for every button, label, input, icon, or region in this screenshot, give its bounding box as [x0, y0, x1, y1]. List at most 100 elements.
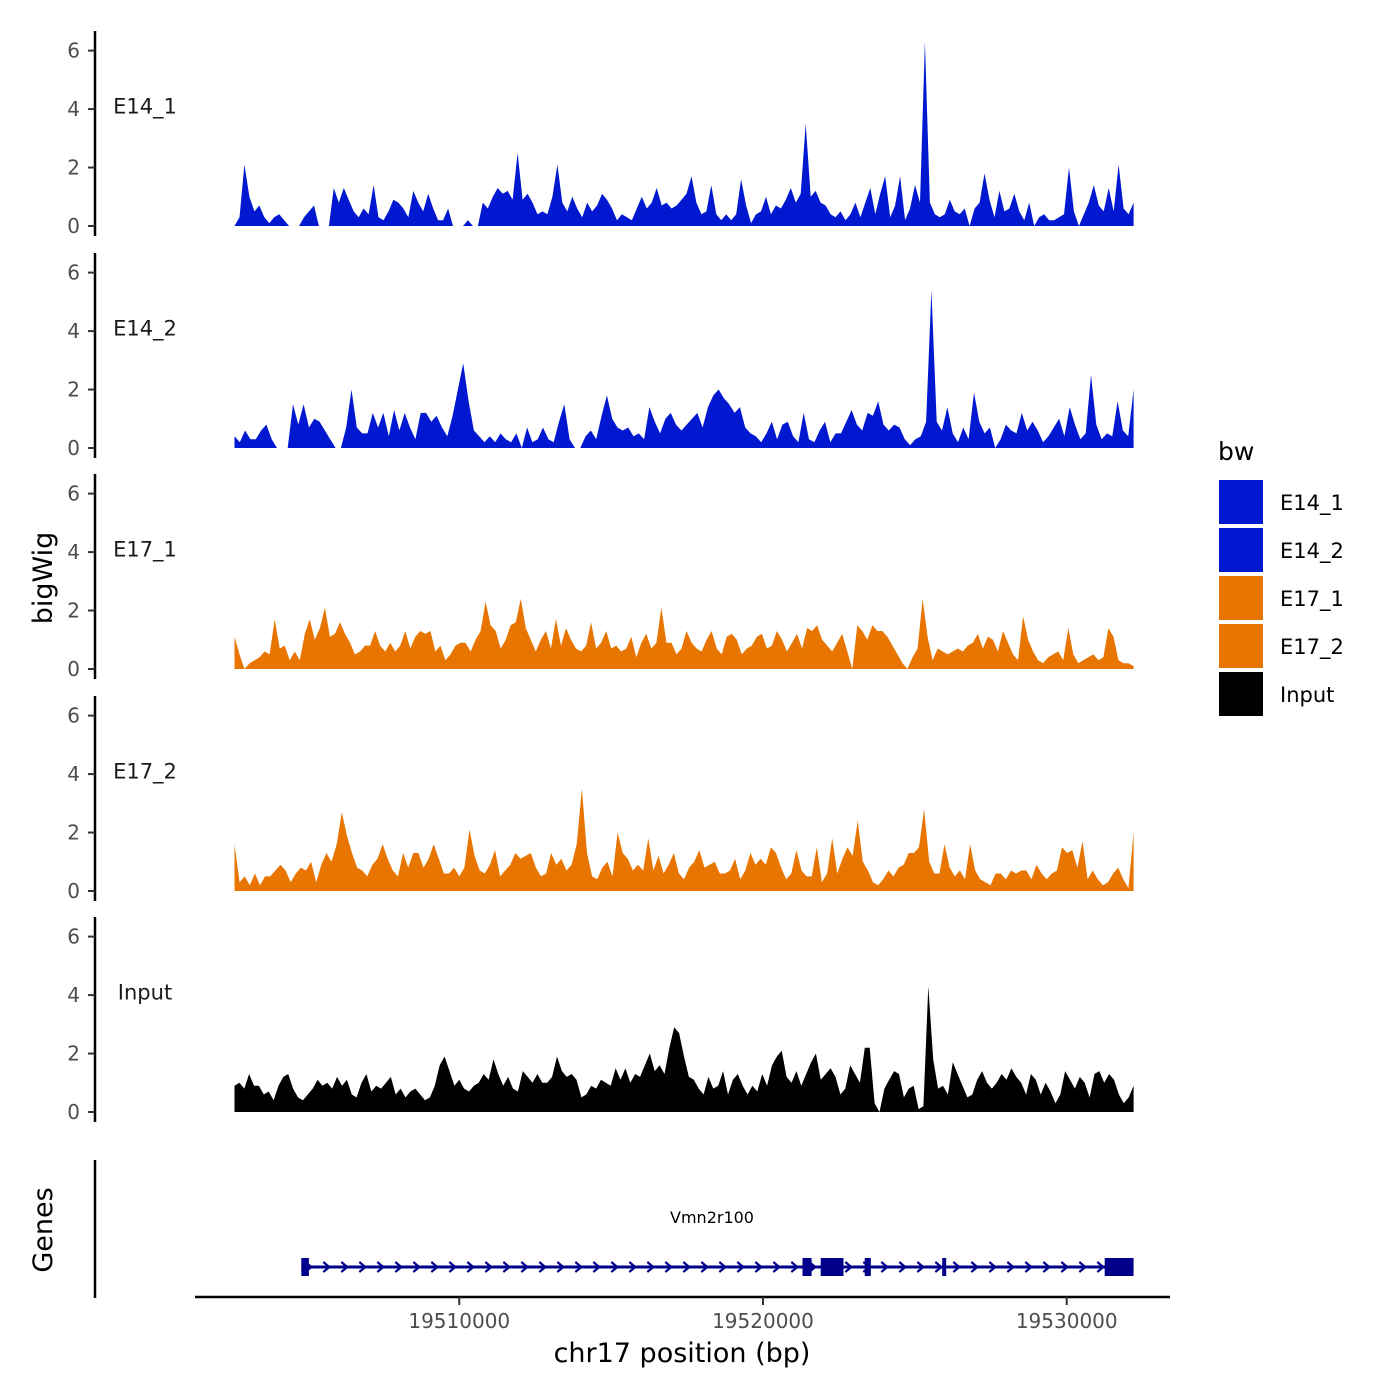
strand-arrow-icon	[898, 1261, 908, 1273]
y-tick-label: 0	[67, 657, 80, 681]
strand-arrow-icon	[556, 1261, 566, 1273]
strand-arrow-icon	[790, 1261, 800, 1273]
signal-area	[234, 41, 1134, 226]
gene-exon	[942, 1258, 947, 1276]
y-tick-label: 6	[67, 925, 80, 949]
strand-arrow-icon	[970, 1261, 980, 1273]
strand-arrow-icon	[1024, 1261, 1034, 1273]
strand-arrow-icon	[988, 1261, 998, 1273]
y-tick-label: 0	[67, 214, 80, 238]
legend-swatch	[1219, 480, 1263, 524]
y-tick-label: 2	[67, 1042, 80, 1066]
strand-arrow-icon	[412, 1261, 422, 1273]
signal-area	[234, 290, 1134, 448]
y-tick-label: 0	[67, 879, 80, 903]
strand-arrow-icon	[844, 1261, 854, 1273]
strand-arrow-icon	[880, 1261, 890, 1273]
strand-arrow-icon	[1078, 1261, 1088, 1273]
strand-arrow-icon	[664, 1261, 674, 1273]
strand-arrow-icon	[340, 1261, 350, 1273]
strand-arrow-icon	[916, 1261, 926, 1273]
strand-arrow-icon	[466, 1261, 476, 1273]
strand-arrow-icon	[376, 1261, 386, 1273]
track-label: E17_2	[113, 760, 177, 785]
y-tick-label: 2	[67, 156, 80, 180]
strand-arrow-icon	[934, 1261, 944, 1273]
legend-label: E14_1	[1280, 491, 1344, 516]
gene-exon	[301, 1258, 309, 1276]
y-tick-label: 2	[67, 599, 80, 623]
strand-arrow-icon	[538, 1261, 548, 1273]
strand-arrow-icon	[1006, 1261, 1016, 1273]
gene-exon	[864, 1258, 871, 1276]
x-tick-label: 19520000	[712, 1309, 814, 1333]
x-axis-title: chr17 position (bp)	[554, 1338, 811, 1369]
legend-swatch	[1219, 576, 1263, 620]
strand-arrow-icon	[952, 1261, 962, 1273]
legend-label: Input	[1280, 683, 1334, 707]
y-tick-label: 4	[67, 319, 80, 343]
legend-swatch	[1219, 528, 1263, 572]
track-label: Input	[118, 981, 172, 1005]
gene-exon	[820, 1258, 844, 1276]
strand-arrow-icon	[502, 1261, 512, 1273]
strand-arrow-icon	[574, 1261, 584, 1273]
strand-arrow-icon	[646, 1261, 656, 1273]
strand-arrow-icon	[628, 1261, 638, 1273]
track-label: E17_1	[113, 538, 177, 563]
y-tick-label: 0	[67, 436, 80, 460]
track-e14-2: 0 2 4 6 E14_2	[67, 253, 1134, 460]
track-label: E14_2	[113, 317, 177, 342]
strand-arrow-icon	[430, 1261, 440, 1273]
y-tick-label: 4	[67, 983, 80, 1007]
y-tick-label: 4	[67, 97, 80, 121]
legend-label: E17_1	[1280, 587, 1344, 612]
legend-swatch	[1219, 624, 1263, 668]
track-e17-1: 0 2 4 6 E17_1	[67, 474, 1134, 681]
strand-arrow-icon	[448, 1261, 458, 1273]
y-tick-label: 4	[67, 762, 80, 786]
gene-exon	[1104, 1258, 1134, 1276]
signal-area	[234, 598, 1134, 669]
gene-label: Vmn2r100	[670, 1208, 754, 1227]
y-tick-label: 2	[67, 378, 80, 402]
x-axis: 19510000 19520000 19530000	[195, 1295, 1170, 1333]
y-tick-label: 2	[67, 821, 80, 845]
track-e14-1: 0 2 4 6 E14_1	[67, 31, 1134, 238]
gene-exon	[802, 1258, 812, 1276]
strand-arrow-icon	[772, 1261, 782, 1273]
legend: bw E14_1 E14_2 E17_1 E17_2 Input	[1218, 437, 1344, 716]
signal-area	[234, 986, 1134, 1112]
x-tick-label: 19510000	[408, 1309, 510, 1333]
strand-arrow-icon	[520, 1261, 530, 1273]
strand-arrow-icon	[322, 1261, 332, 1273]
y-tick-label: 4	[67, 540, 80, 564]
strand-arrow-icon	[394, 1261, 404, 1273]
y-tick-label: 6	[67, 39, 80, 63]
y-tick-label: 6	[67, 261, 80, 285]
gene-panel: Vmn2r100	[301, 1208, 1134, 1276]
strand-arrow-icon	[718, 1261, 728, 1273]
strand-arrow-icon	[682, 1261, 692, 1273]
y-tick-label: 6	[67, 704, 80, 728]
x-tick-label: 19530000	[1016, 1309, 1118, 1333]
y-tick-label: 6	[67, 482, 80, 506]
legend-swatch	[1219, 672, 1263, 716]
strand-arrow-icon	[1042, 1261, 1052, 1273]
signal-tracks: 0 2 4 6 E14_1 0 2 4 6 E14_2 0 2 4 6 E17_1 0 2 4 6 E17_2 0 2 4 6…	[67, 31, 1134, 1124]
strand-arrow-icon	[700, 1261, 710, 1273]
strand-arrow-icon	[358, 1261, 368, 1273]
y-axis-title: bigWig	[28, 532, 59, 625]
strand-arrow-icon	[736, 1261, 746, 1273]
strand-arrow-icon	[592, 1261, 602, 1273]
strand-arrow-icon	[484, 1261, 494, 1273]
strand-arrow-icon	[1096, 1261, 1106, 1273]
strand-arrow-icon	[1060, 1261, 1070, 1273]
legend-label: E14_2	[1280, 539, 1344, 564]
track-label: E14_1	[113, 95, 177, 120]
track-e17-2: 0 2 4 6 E17_2	[67, 696, 1134, 903]
legend-label: E17_2	[1280, 635, 1344, 660]
strand-arrow-icon	[754, 1261, 764, 1273]
strand-arrow-icon	[610, 1261, 620, 1273]
